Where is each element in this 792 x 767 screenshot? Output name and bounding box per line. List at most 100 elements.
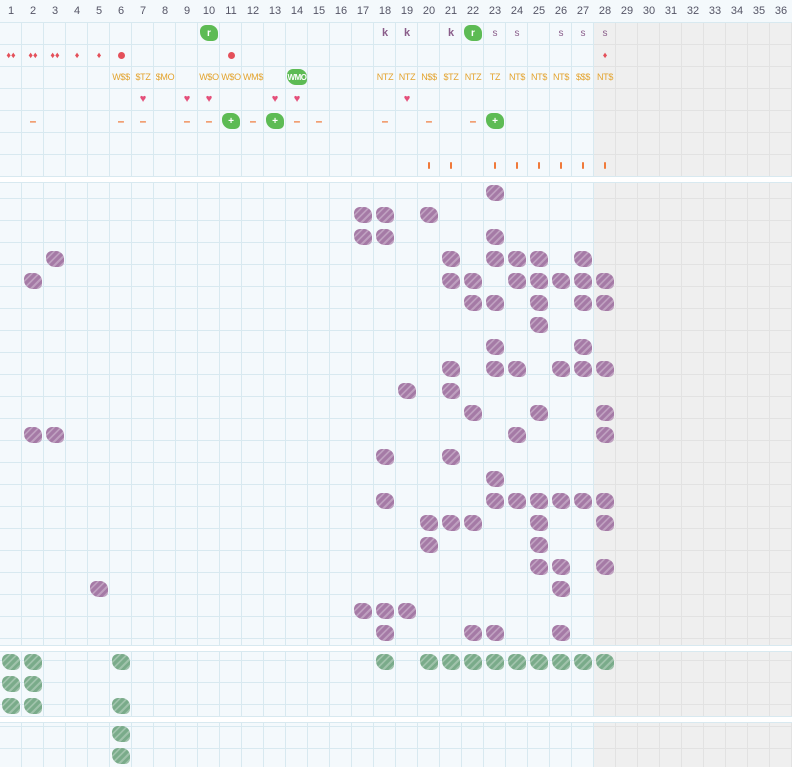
purple-habit-cell[interactable] (22, 424, 44, 446)
habit-mark-cell[interactable]: s (572, 22, 594, 44)
habit-mark-cell[interactable]: NT$ (550, 66, 572, 88)
habit-mark-cell[interactable]: – (110, 110, 132, 132)
purple-habit-cell[interactable] (594, 556, 616, 578)
purple-habit-cell[interactable] (484, 336, 506, 358)
purple-habit-cell[interactable] (550, 358, 572, 380)
purple-habit-cell[interactable] (374, 622, 396, 644)
purple-habit-cell[interactable] (374, 600, 396, 622)
habit-mark-cell[interactable]: ♥ (264, 88, 286, 110)
green-habit-cell[interactable] (418, 651, 440, 673)
purple-habit-cell[interactable] (418, 204, 440, 226)
habit-mark-cell[interactable]: NT$ (594, 66, 616, 88)
habit-mark-cell[interactable]: – (418, 110, 440, 132)
habit-mark-cell[interactable]: – (374, 110, 396, 132)
habit-mark-cell[interactable]: + (264, 110, 286, 132)
purple-habit-cell[interactable] (484, 226, 506, 248)
purple-habit-cell[interactable] (484, 292, 506, 314)
habit-mark-cell[interactable]: ♦♦ (44, 44, 66, 66)
habit-mark-cell[interactable]: WMO (286, 66, 308, 88)
purple-habit-cell[interactable] (440, 512, 462, 534)
habit-mark-cell[interactable]: k (374, 22, 396, 44)
habit-mark-cell[interactable]: W$O (198, 66, 220, 88)
purple-habit-cell[interactable] (44, 424, 66, 446)
habit-mark-cell[interactable] (550, 154, 572, 176)
habit-mark-cell[interactable]: ♦♦ (0, 44, 22, 66)
habit-mark-cell[interactable]: NTZ (374, 66, 396, 88)
green-habit-cell[interactable] (550, 651, 572, 673)
purple-habit-cell[interactable] (352, 226, 374, 248)
green-habit-cell[interactable] (22, 673, 44, 695)
habit-mark-cell[interactable] (484, 154, 506, 176)
purple-habit-cell[interactable] (572, 270, 594, 292)
purple-habit-cell[interactable] (396, 380, 418, 402)
habit-mark-cell[interactable]: ♥ (286, 88, 308, 110)
habit-mark-cell[interactable] (506, 154, 528, 176)
habit-mark-cell[interactable]: W$$ (110, 66, 132, 88)
purple-habit-cell[interactable] (352, 204, 374, 226)
habit-mark-cell[interactable]: NT$ (528, 66, 550, 88)
green-habit-cell[interactable] (110, 723, 132, 745)
habit-mark-cell[interactable]: – (462, 110, 484, 132)
purple-habit-cell[interactable] (528, 292, 550, 314)
habit-mark-cell[interactable] (572, 154, 594, 176)
green-habit-cell[interactable] (22, 695, 44, 717)
habit-mark-cell[interactable]: ♦ (66, 44, 88, 66)
green-habit-cell[interactable] (572, 651, 594, 673)
habit-mark-cell[interactable] (594, 154, 616, 176)
purple-habit-cell[interactable] (550, 622, 572, 644)
purple-habit-cell[interactable] (462, 270, 484, 292)
green-habit-cell[interactable] (110, 651, 132, 673)
habit-mark-cell[interactable]: – (286, 110, 308, 132)
purple-habit-cell[interactable] (396, 600, 418, 622)
habit-mark-cell[interactable]: – (242, 110, 264, 132)
purple-habit-cell[interactable] (528, 534, 550, 556)
habit-mark-cell[interactable]: ♥ (132, 88, 154, 110)
habit-mark-cell[interactable]: + (220, 110, 242, 132)
purple-habit-cell[interactable] (572, 292, 594, 314)
habit-mark-cell[interactable]: N$$ (418, 66, 440, 88)
green-habit-cell[interactable] (0, 651, 22, 673)
habit-mark-cell[interactable]: $TZ (440, 66, 462, 88)
purple-habit-cell[interactable] (462, 622, 484, 644)
purple-habit-cell[interactable] (506, 424, 528, 446)
habit-mark-cell[interactable]: – (176, 110, 198, 132)
habit-mark-cell[interactable]: ♦ (594, 44, 616, 66)
purple-habit-cell[interactable] (352, 600, 374, 622)
green-habit-cell[interactable] (506, 651, 528, 673)
purple-habit-cell[interactable] (374, 446, 396, 468)
purple-habit-cell[interactable] (528, 402, 550, 424)
purple-habit-cell[interactable] (440, 358, 462, 380)
habit-mark-cell[interactable]: NTZ (396, 66, 418, 88)
habit-mark-cell[interactable]: k (396, 22, 418, 44)
purple-habit-cell[interactable] (572, 490, 594, 512)
habit-mark-cell[interactable]: $MO (154, 66, 176, 88)
habit-mark-cell[interactable]: s (506, 22, 528, 44)
green-habit-cell[interactable] (0, 673, 22, 695)
purple-habit-cell[interactable] (440, 380, 462, 402)
purple-habit-cell[interactable] (22, 270, 44, 292)
green-habit-cell[interactable] (484, 651, 506, 673)
purple-habit-cell[interactable] (374, 490, 396, 512)
habit-mark-cell[interactable] (440, 154, 462, 176)
purple-habit-cell[interactable] (550, 578, 572, 600)
habit-mark-cell[interactable]: – (308, 110, 330, 132)
purple-habit-cell[interactable] (88, 578, 110, 600)
green-habit-cell[interactable] (462, 651, 484, 673)
purple-habit-cell[interactable] (528, 556, 550, 578)
habit-mark-cell[interactable]: ♦♦ (22, 44, 44, 66)
habit-mark-cell[interactable]: – (198, 110, 220, 132)
purple-habit-cell[interactable] (484, 622, 506, 644)
purple-habit-cell[interactable] (594, 270, 616, 292)
habit-mark-cell[interactable]: r (198, 22, 220, 44)
purple-habit-cell[interactable] (440, 446, 462, 468)
purple-habit-cell[interactable] (594, 490, 616, 512)
habit-mark-cell[interactable]: NT$ (506, 66, 528, 88)
purple-habit-cell[interactable] (506, 270, 528, 292)
purple-habit-cell[interactable] (572, 248, 594, 270)
green-habit-cell[interactable] (0, 695, 22, 717)
purple-habit-cell[interactable] (440, 248, 462, 270)
purple-habit-cell[interactable] (484, 182, 506, 204)
habit-mark-cell[interactable]: $$$ (572, 66, 594, 88)
purple-habit-cell[interactable] (506, 248, 528, 270)
habit-mark-cell[interactable]: $TZ (132, 66, 154, 88)
